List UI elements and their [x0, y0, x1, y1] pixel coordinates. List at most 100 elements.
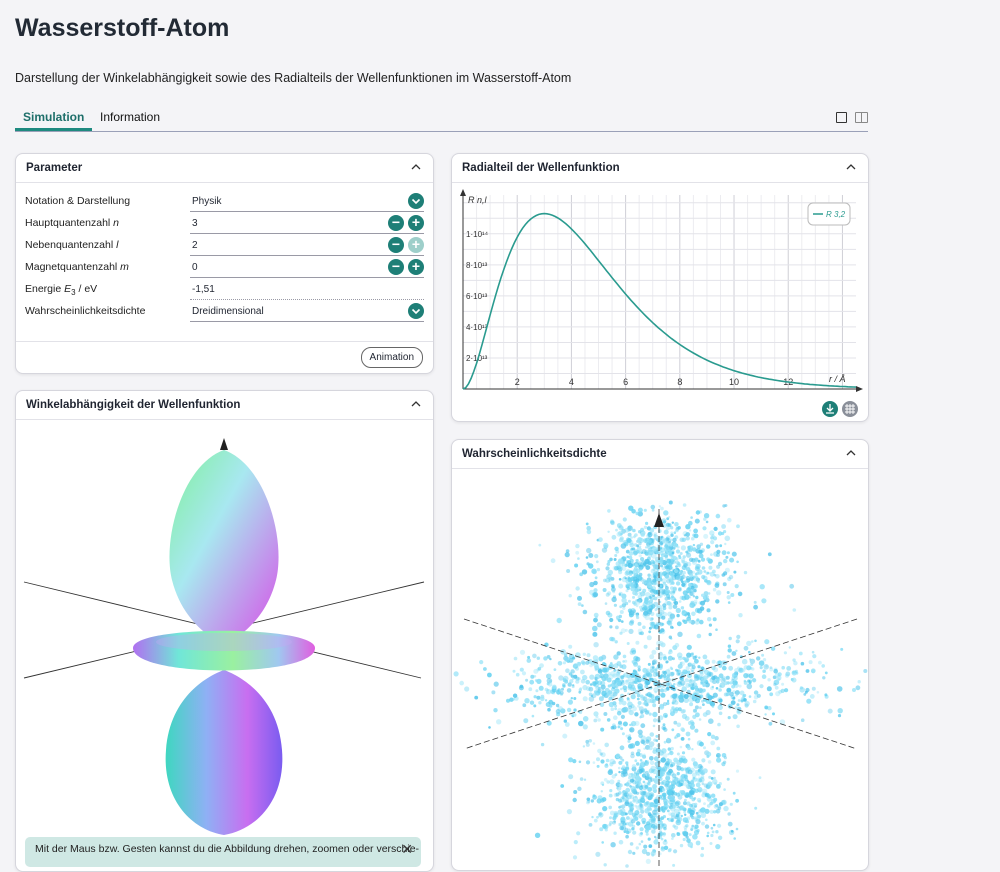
cloud-point	[677, 794, 683, 800]
cloud-point	[637, 701, 642, 705]
cloud-point	[539, 663, 544, 668]
cloud-point	[669, 671, 675, 677]
cloud-point	[612, 760, 617, 765]
dichte-select[interactable]: Dreidimensional	[190, 301, 424, 322]
chevron-up-icon[interactable]	[844, 447, 858, 461]
cloud-point	[586, 653, 591, 658]
cloud-point	[459, 680, 464, 686]
cloud-point	[701, 699, 705, 703]
cloud-point	[695, 815, 701, 821]
hauptquantenzahl-field[interactable]: 3 − +	[190, 213, 424, 234]
cloud-point	[532, 653, 537, 659]
cloud-point	[659, 688, 664, 693]
radial-card-header[interactable]: Radialteil der Wellenfunktion	[452, 154, 868, 183]
probability-cloud-view[interactable]	[452, 469, 868, 869]
cloud-point	[618, 583, 624, 589]
minus-button[interactable]: −	[388, 237, 404, 253]
tab-information[interactable]: Information	[100, 110, 161, 124]
cloud-point	[586, 562, 590, 566]
cloud-point	[613, 668, 617, 672]
cloud-point	[689, 573, 694, 578]
animation-button[interactable]: Animation	[360, 347, 423, 368]
cloud-point	[701, 593, 705, 597]
cloud-point	[706, 580, 712, 586]
magnetquantenzahl-field[interactable]: 0 − +	[190, 257, 424, 278]
cloud-point	[639, 790, 645, 796]
wahr-card-header[interactable]: Wahrscheinlichkeitsdichte	[452, 440, 868, 469]
cloud-point	[694, 705, 699, 710]
cloud-point	[676, 722, 682, 728]
cloud-point	[727, 821, 733, 827]
cloud-point	[683, 694, 689, 699]
two-column-icon[interactable]	[855, 112, 868, 123]
cloud-point	[715, 676, 721, 682]
chevron-down-icon[interactable]	[408, 193, 424, 209]
chevron-up-icon[interactable]	[409, 161, 423, 175]
cloud-point	[594, 673, 601, 680]
notation-select[interactable]: Physik	[190, 191, 424, 212]
cloud-point	[564, 722, 570, 727]
cloud-point	[657, 621, 662, 625]
cloud-point	[702, 654, 708, 660]
chevron-down-icon[interactable]	[408, 303, 424, 319]
cloud-point	[678, 681, 682, 685]
plus-button-disabled[interactable]: +	[408, 237, 424, 253]
cloud-point	[837, 714, 842, 718]
download-icon[interactable]	[822, 401, 838, 417]
cloud-point	[770, 646, 776, 651]
cloud-point	[577, 602, 582, 606]
parameter-card-header[interactable]: Parameter	[16, 154, 433, 183]
close-icon[interactable]: ✕	[401, 841, 413, 857]
cloud-point	[613, 654, 619, 660]
cloud-point	[568, 644, 573, 649]
cloud-point	[661, 578, 667, 584]
orbital-3d-view[interactable]	[16, 420, 433, 840]
y-axis-arrow	[460, 189, 466, 196]
cloud-point	[574, 563, 579, 568]
cloud-point	[701, 788, 708, 794]
nebenquantenzahl-field[interactable]: 2 − +	[190, 235, 424, 256]
cloud-point	[672, 546, 676, 550]
cloud-point	[781, 665, 785, 670]
grid-toggle-icon[interactable]	[842, 401, 858, 417]
cloud-point	[638, 832, 643, 837]
cloud-point	[658, 663, 663, 669]
cloud-point	[717, 823, 722, 828]
chevron-up-icon[interactable]	[844, 161, 858, 175]
cloud-point	[724, 567, 730, 573]
cloud-point	[632, 830, 637, 835]
cloud-point	[642, 780, 646, 784]
cloud-point	[749, 658, 756, 664]
z-axis-arrow	[654, 513, 664, 527]
cloud-point	[570, 713, 574, 717]
cloud-point	[600, 781, 605, 786]
plus-button[interactable]: +	[408, 215, 424, 231]
minus-button[interactable]: −	[388, 215, 404, 231]
cloud-point	[627, 804, 631, 807]
radial-chart[interactable]: 2 4 6 8 10 12 2·10¹³4·10¹³6·10¹³8·10¹³1·10¹⁴ …	[452, 183, 868, 421]
cloud-point	[716, 746, 721, 751]
cloud-point	[586, 547, 592, 554]
cloud-point	[719, 544, 723, 548]
cloud-point	[597, 686, 602, 691]
cloud-point	[711, 793, 716, 798]
cloud-point	[767, 678, 771, 682]
chevron-up-icon[interactable]	[409, 398, 423, 412]
cloud-point	[653, 777, 659, 783]
single-column-icon[interactable]	[836, 112, 847, 123]
cloud-point	[613, 715, 618, 720]
cloud-point	[594, 680, 599, 685]
cloud-point	[672, 556, 677, 561]
legend: R 3,2	[807, 202, 851, 226]
minus-button[interactable]: −	[388, 259, 404, 275]
cloud-point	[642, 753, 646, 757]
winkel-card-header[interactable]: Winkelabhängigkeit der Wellenfunktion	[16, 391, 433, 420]
cloud-point	[697, 580, 700, 583]
cloud-point	[568, 757, 574, 763]
tab-simulation[interactable]: Simulation	[15, 110, 93, 131]
cloud-point	[548, 680, 552, 683]
cloud-point	[653, 624, 659, 630]
cloud-point	[673, 586, 678, 591]
cloud-point	[690, 845, 693, 849]
plus-button[interactable]: +	[408, 259, 424, 275]
